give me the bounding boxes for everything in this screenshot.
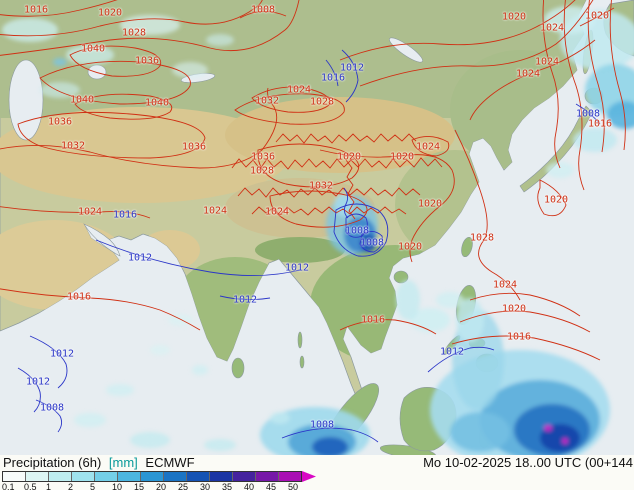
legend-segment bbox=[118, 472, 141, 481]
taiwan bbox=[461, 236, 473, 258]
legend-bar bbox=[2, 471, 302, 482]
legend-tick-label: 35 bbox=[222, 482, 233, 490]
legend-tick-label: 20 bbox=[156, 482, 167, 490]
sri-lanka bbox=[231, 357, 245, 379]
map-title: Precipitation (6h) [mm] ECMWF bbox=[3, 455, 195, 470]
legend-tick-label: 45 bbox=[266, 482, 277, 490]
footer-bar: Precipitation (6h) [mm] ECMWF Mo 10-02-2… bbox=[0, 455, 634, 490]
legend-segment bbox=[141, 472, 164, 481]
andaman-islands bbox=[297, 331, 303, 349]
legend-tick-label: 10 bbox=[112, 482, 123, 490]
title-model: ECMWF bbox=[145, 455, 195, 470]
legend-segment bbox=[187, 472, 210, 481]
map-graphic bbox=[0, 0, 634, 455]
legend-segment bbox=[26, 472, 49, 481]
legend-tick-label: 25 bbox=[178, 482, 189, 490]
legend-tick-label: 50 bbox=[288, 482, 299, 490]
legend-tick-label: 40 bbox=[244, 482, 255, 490]
title-unit: [mm] bbox=[108, 455, 138, 470]
legend-segment bbox=[210, 472, 233, 481]
legend-segment bbox=[49, 472, 72, 481]
precipitation-scale bbox=[2, 471, 316, 482]
legend-tick-label: 15 bbox=[134, 482, 145, 490]
legend-tick-label: 30 bbox=[200, 482, 211, 490]
java bbox=[379, 444, 437, 455]
hainan bbox=[393, 270, 409, 284]
legend-segment bbox=[95, 472, 118, 481]
legend-segment bbox=[72, 472, 95, 481]
legend-tick-label: 2 bbox=[68, 482, 74, 490]
legend-tick-label: 1 bbox=[46, 482, 52, 490]
legend-segment bbox=[279, 472, 301, 481]
nicobar-islands bbox=[299, 355, 305, 369]
legend-segment bbox=[3, 472, 26, 481]
legend-tick-label: 0.5 bbox=[24, 482, 37, 490]
legend-tick-label: 5 bbox=[90, 482, 96, 490]
weather-map: 1016 1020 1008 1028 1040 1036 1020 1024 1020 1024… bbox=[0, 0, 634, 455]
legend-segment bbox=[164, 472, 187, 481]
title-parameter: Precipitation (6h) bbox=[3, 455, 102, 470]
isobars-red bbox=[0, 0, 626, 361]
valid-datetime: Mo 10-02-2025 18..00 UTC (00+144 bbox=[423, 455, 633, 470]
japan bbox=[519, 105, 593, 193]
legend-ticks: 0.1 0.5 1 2 5 10 15 20 25 30 35 40 45 50 bbox=[2, 482, 332, 490]
persian-gulf bbox=[83, 223, 121, 257]
contours-blue bbox=[17, 49, 601, 443]
legend-arrow bbox=[302, 471, 316, 482]
precipitation-layer bbox=[2, 6, 634, 455]
caspian-sea bbox=[8, 59, 44, 141]
legend-segment bbox=[256, 472, 279, 481]
legend-segment bbox=[233, 472, 256, 481]
lake-baikal bbox=[389, 37, 423, 63]
legend-tick-label: 0.1 bbox=[2, 482, 15, 490]
aral-sea bbox=[87, 64, 107, 80]
lakes bbox=[8, 37, 423, 257]
